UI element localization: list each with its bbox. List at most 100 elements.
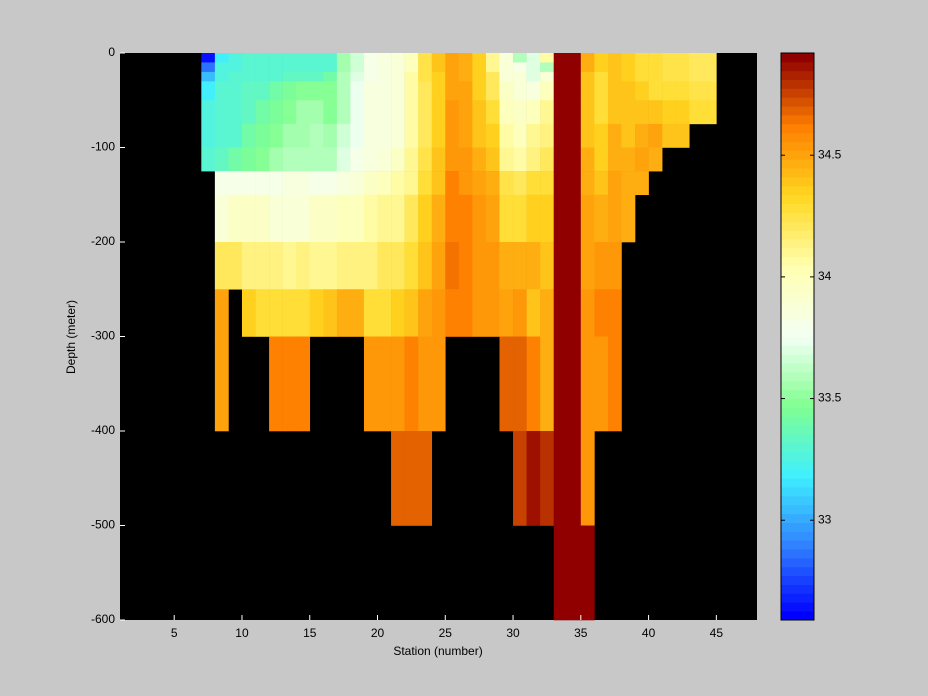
colorbar-band bbox=[781, 495, 814, 506]
heatmap-cell bbox=[513, 242, 527, 290]
heatmap-cell bbox=[499, 147, 514, 172]
heatmap-cell bbox=[648, 147, 663, 172]
heatmap-cell bbox=[621, 53, 636, 63]
heatmap-cell bbox=[404, 81, 419, 101]
heatmap-cell bbox=[513, 62, 527, 73]
heatmap-cell bbox=[607, 100, 622, 125]
heatmap-cell bbox=[607, 123, 622, 148]
heatmap-cell bbox=[607, 71, 622, 82]
heatmap-cell bbox=[214, 171, 229, 196]
heatmap-cell bbox=[702, 100, 717, 125]
heatmap-cell bbox=[228, 171, 243, 196]
heatmap-cell bbox=[241, 147, 256, 172]
colorbar-band bbox=[781, 318, 814, 329]
heatmap-cell bbox=[404, 100, 419, 125]
heatmap-cell bbox=[255, 194, 270, 243]
heatmap-cell bbox=[336, 81, 351, 101]
heatmap-cell bbox=[540, 431, 555, 526]
heatmap-cell bbox=[418, 171, 433, 196]
heatmap-cell bbox=[580, 171, 595, 196]
heatmap-cell bbox=[241, 289, 256, 337]
heatmap-cell bbox=[580, 81, 595, 101]
heatmap-cell bbox=[241, 123, 256, 148]
heatmap-cell bbox=[404, 71, 419, 82]
heatmap-cell bbox=[445, 62, 460, 73]
heatmap-cell bbox=[323, 100, 338, 125]
x-tick-label: 25 bbox=[439, 626, 453, 640]
heatmap-cell bbox=[404, 336, 419, 432]
heatmap-cell bbox=[648, 81, 663, 101]
heatmap-cell bbox=[214, 123, 229, 148]
heatmap-cell bbox=[336, 71, 351, 82]
heatmap-cell bbox=[499, 171, 514, 196]
heatmap-cell bbox=[567, 53, 582, 63]
colorbar-band bbox=[781, 265, 814, 275]
heatmap-cell bbox=[607, 53, 622, 63]
heatmap-cell bbox=[621, 147, 636, 172]
x-tick-label: 45 bbox=[710, 626, 724, 640]
heatmap-cell bbox=[431, 123, 446, 148]
heatmap-cell bbox=[282, 62, 297, 73]
heatmap-cell bbox=[228, 147, 243, 172]
heatmap-cell bbox=[621, 171, 636, 196]
heatmap-cell bbox=[662, 62, 676, 73]
heatmap-cell bbox=[445, 81, 460, 101]
heatmap-cell bbox=[635, 171, 649, 196]
heatmap-cell bbox=[391, 431, 405, 526]
heatmap-cell bbox=[363, 289, 378, 337]
heatmap-cell bbox=[255, 53, 270, 63]
heatmap-cell bbox=[594, 171, 609, 196]
heatmap-cell bbox=[513, 147, 527, 172]
heatmap-cell bbox=[580, 289, 595, 337]
heatmap-cell bbox=[621, 62, 636, 73]
x-tick-label: 10 bbox=[235, 626, 249, 640]
heatmap-cell bbox=[526, 81, 541, 101]
heatmap-cell bbox=[309, 71, 324, 82]
colorbar-band bbox=[781, 487, 814, 497]
x-tick-label: 40 bbox=[642, 626, 656, 640]
heatmap-cell bbox=[594, 123, 609, 148]
heatmap-cell bbox=[309, 53, 324, 63]
heatmap-cell bbox=[662, 100, 676, 125]
heatmap-cell bbox=[607, 336, 622, 432]
heatmap-cell bbox=[296, 123, 311, 148]
colorbar-band bbox=[781, 141, 814, 151]
colorbar-band bbox=[781, 79, 814, 89]
heatmap-cell bbox=[296, 171, 311, 196]
heatmap-cell bbox=[336, 242, 351, 290]
y-axis-label: Depth (meter) bbox=[64, 300, 78, 374]
heatmap-cell bbox=[607, 147, 622, 172]
heatmap-cell bbox=[513, 81, 527, 101]
heatmap-cell bbox=[445, 53, 460, 63]
colorbar-band bbox=[781, 380, 814, 391]
heatmap-cell bbox=[553, 100, 568, 125]
heatmap-cell bbox=[499, 194, 514, 243]
heatmap-cell bbox=[201, 147, 216, 172]
y-tick-label: -300 bbox=[91, 329, 115, 343]
heatmap-cell bbox=[296, 336, 311, 432]
heatmap-cell bbox=[377, 289, 392, 337]
heatmap-cell bbox=[391, 71, 405, 82]
heatmap-cell bbox=[309, 194, 324, 243]
heatmap-cell bbox=[458, 171, 473, 196]
heatmap-cell bbox=[404, 62, 419, 73]
heatmap-cell bbox=[621, 81, 636, 101]
colorbar-band bbox=[781, 88, 814, 98]
heatmap-cell bbox=[540, 71, 555, 82]
heatmap-cell bbox=[526, 171, 541, 196]
colorbar-band bbox=[781, 407, 814, 417]
heatmap-cell bbox=[418, 147, 433, 172]
colorbar-band bbox=[781, 230, 814, 240]
heatmap-cell bbox=[377, 62, 392, 73]
heatmap-cell bbox=[607, 171, 622, 196]
heatmap-cell bbox=[404, 431, 419, 526]
heatmap-cell bbox=[309, 123, 324, 148]
x-tick-label: 15 bbox=[303, 626, 317, 640]
heatmap-cell bbox=[214, 81, 229, 101]
heatmap-cell bbox=[499, 289, 514, 337]
heatmap-cell bbox=[323, 194, 338, 243]
heatmap-cell bbox=[635, 71, 649, 82]
heatmap-cell bbox=[540, 53, 555, 63]
colorbar-band bbox=[781, 425, 814, 435]
heatmap-cell bbox=[594, 147, 609, 172]
